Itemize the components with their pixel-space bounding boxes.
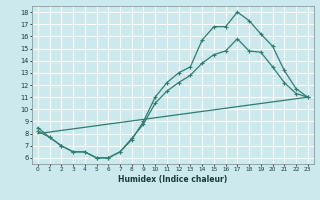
X-axis label: Humidex (Indice chaleur): Humidex (Indice chaleur) [118,175,228,184]
